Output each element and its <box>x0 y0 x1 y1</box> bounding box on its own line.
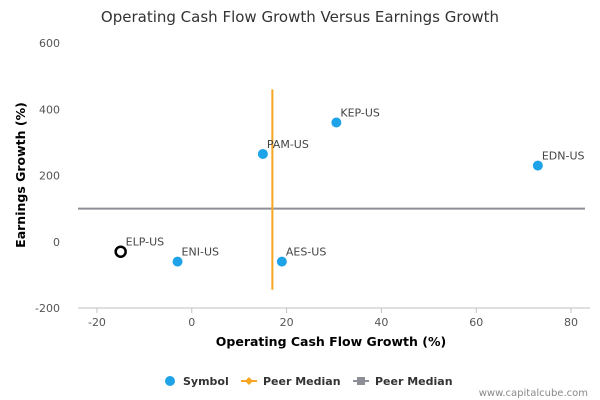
legend-item[interactable]: Peer Median <box>353 375 453 388</box>
x-tick-label: 40 <box>374 316 388 329</box>
data-point-label: EDN-US <box>542 150 585 163</box>
legend-dot-icon <box>165 376 175 386</box>
data-point-label: KEP-US <box>340 107 380 120</box>
legend-square-icon <box>357 377 365 385</box>
x-tick-label: -20 <box>88 316 106 329</box>
data-point-label: ENI-US <box>182 246 219 259</box>
legend-item[interactable]: Peer Median <box>241 375 341 388</box>
highlight-point[interactable] <box>114 245 127 258</box>
data-point-label: AES-US <box>286 246 326 259</box>
y-tick-label: 0 <box>53 236 60 249</box>
data-point[interactable] <box>331 117 342 128</box>
legend-label: Symbol <box>183 375 229 388</box>
data-point[interactable] <box>257 148 268 159</box>
highlight-point-label: ELP-US <box>126 236 164 249</box>
x-tick-label: 0 <box>188 316 195 329</box>
y-axis-title: Earnings Growth (%) <box>13 102 28 248</box>
data-point[interactable] <box>172 256 183 267</box>
chart-marks: KEP-US PAM-US EDN-US ENI-US AES-US ELP-US <box>78 89 585 290</box>
legend-label: Peer Median <box>263 375 341 388</box>
legend-label: Peer Median <box>375 375 453 388</box>
data-point[interactable] <box>276 256 287 267</box>
chart-title: Operating Cash Flow Growth Versus Earnin… <box>101 8 499 26</box>
y-tick-label: -200 <box>35 302 60 315</box>
x-tick-label: 20 <box>280 316 294 329</box>
legend[interactable]: Symbol Peer Median Peer Median <box>165 375 453 388</box>
y-tick-label: 200 <box>39 170 60 183</box>
y-tick-label: 600 <box>39 37 60 50</box>
x-tick-label: 80 <box>564 316 578 329</box>
data-point[interactable] <box>532 160 543 171</box>
y-tick-label: 400 <box>39 103 60 116</box>
legend-diamond-icon <box>245 377 253 385</box>
x-axis-title: Operating Cash Flow Growth (%) <box>216 334 446 349</box>
legend-item[interactable]: Symbol <box>165 375 229 388</box>
x-tick-label: 60 <box>469 316 483 329</box>
credit-text: www.capitalcube.com <box>479 388 588 399</box>
data-point-label: PAM-US <box>267 138 309 151</box>
